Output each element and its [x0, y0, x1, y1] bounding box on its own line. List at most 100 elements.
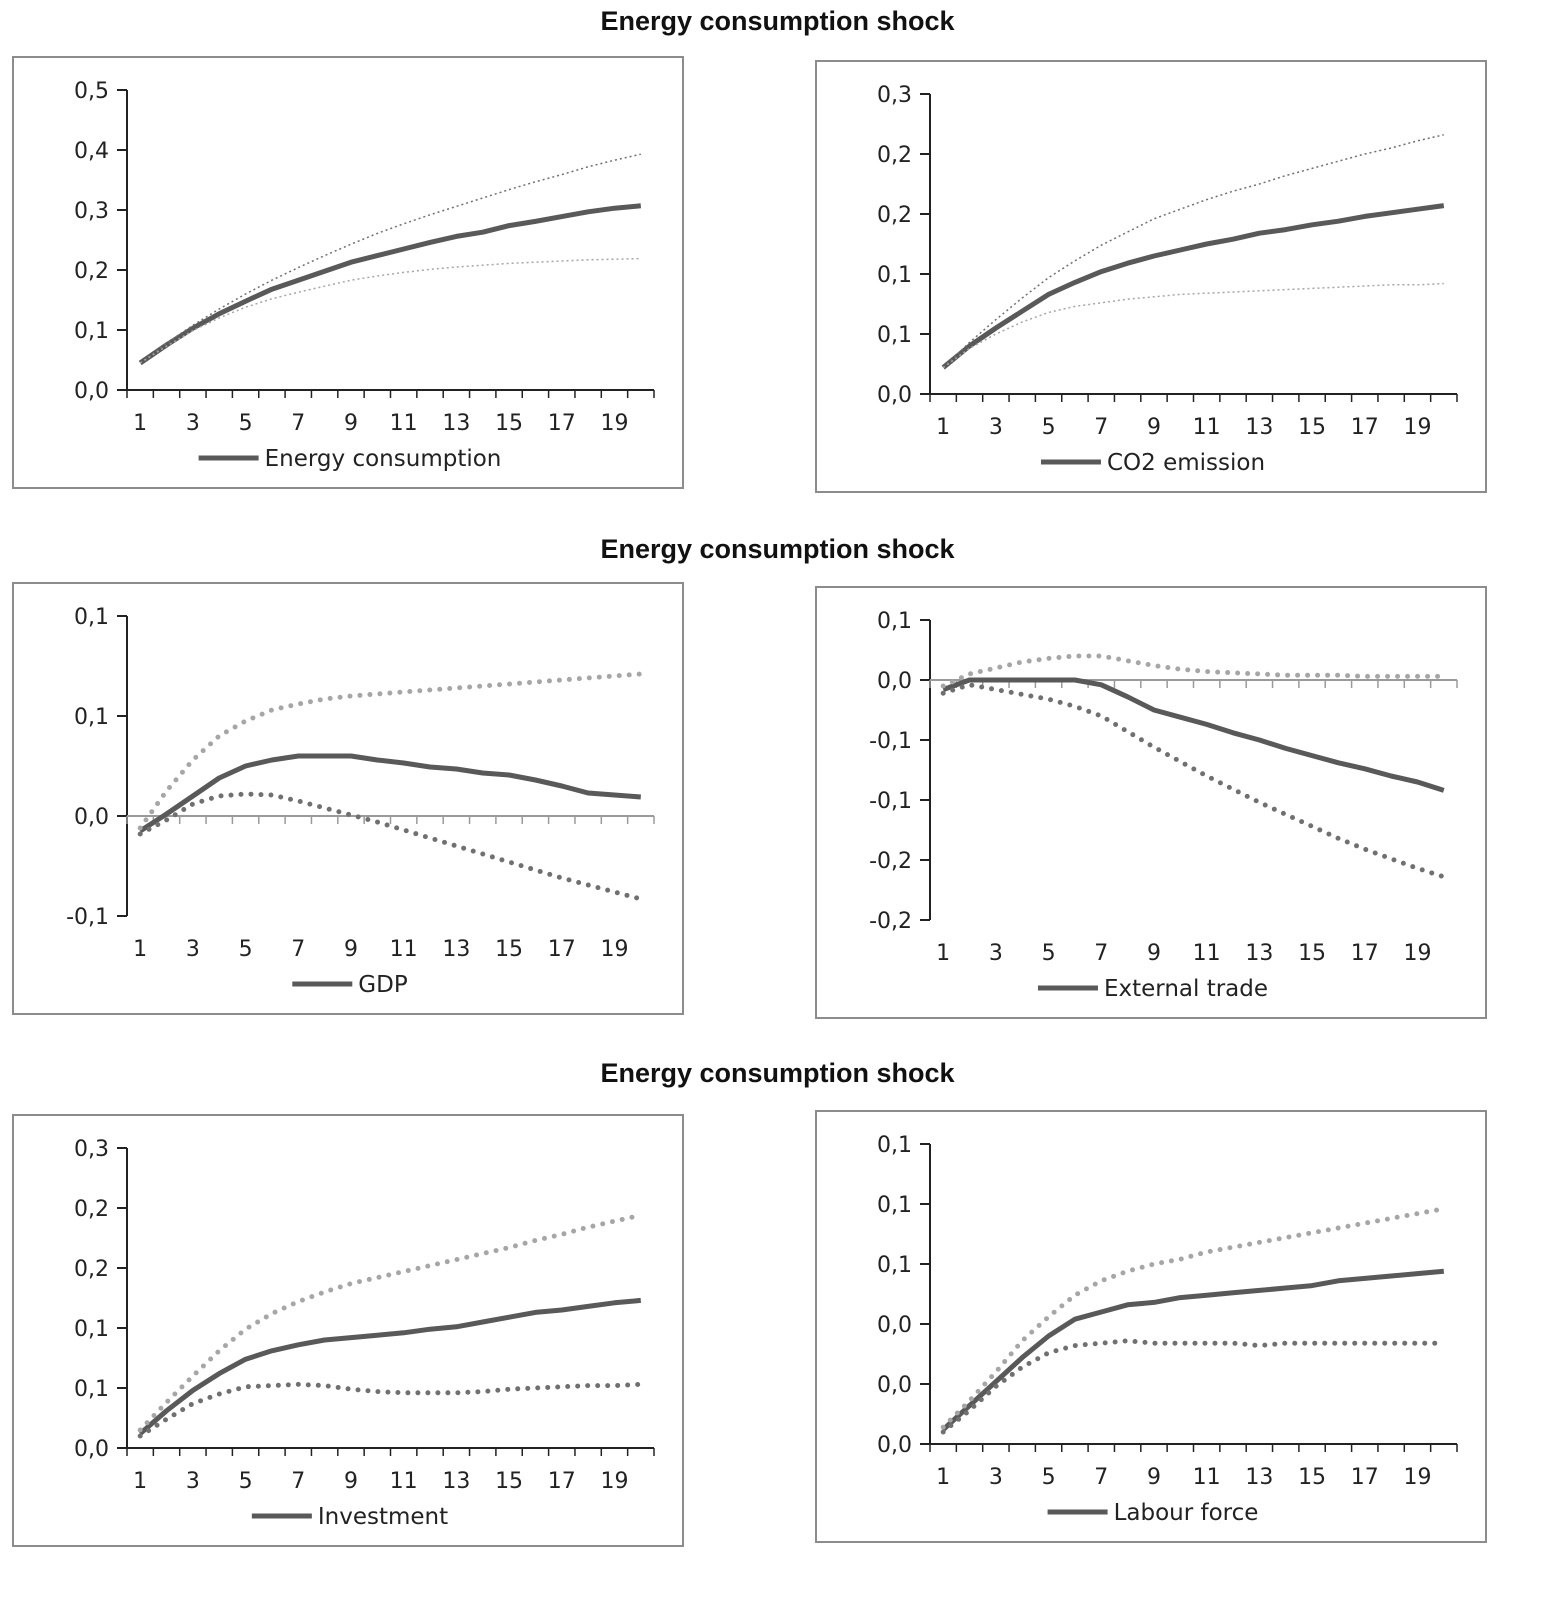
chart-panel-energy-consumption: 0,0 0,1 0,2 0,3 0,4 0,5 1 3 5 7 9 11 13 15 17 19 Energy …	[12, 56, 684, 489]
y-tick-label: 0,1	[877, 323, 912, 348]
y-tick-label: -0,1	[869, 729, 912, 754]
series-line-main	[941, 203, 1445, 370]
x-tick-label: 1	[936, 941, 950, 966]
x-tick-label: 11	[390, 411, 418, 436]
y-tick-label: 0,1	[74, 705, 109, 730]
x-tick-label: 13	[1245, 1465, 1273, 1490]
x-tick-label: 3	[186, 411, 200, 436]
x-tick-label: 9	[1147, 1465, 1161, 1490]
x-tick-label: 5	[1042, 941, 1056, 966]
y-tick-label: 0,0	[74, 1437, 109, 1462]
series-line-upper	[137, 671, 644, 831]
chart-energy-consumption: 0,00,10,20,30,40,51 3 5 7 9 11 13 15 17 19Energy …	[74, 79, 655, 472]
x-tick-label: 15	[1298, 941, 1326, 966]
x-tick-label: 11	[1193, 941, 1221, 966]
y-tick-label: 0,0	[877, 1373, 912, 1398]
y-tick-label: 0,1	[877, 609, 912, 634]
x-tick-label: 13	[442, 937, 470, 962]
y-tick-label: 0,0	[74, 379, 109, 404]
x-tick-label: 1	[133, 937, 147, 962]
x-tick-label: 9	[1147, 941, 1161, 966]
y-tick-label: 0,1	[74, 605, 109, 630]
x-tick-label: 17	[1351, 415, 1379, 440]
legend-label: Energy consumption	[265, 446, 502, 472]
x-tick-label: 15	[1298, 415, 1326, 440]
series-line-upper	[139, 153, 641, 364]
x-tick-label: 13	[1245, 415, 1273, 440]
series-line-main	[138, 753, 641, 834]
y-tick-label: 0,1	[877, 1193, 912, 1218]
section-title-1: Energy consumption shock	[600, 6, 955, 36]
x-tick-label: 3	[989, 415, 1003, 440]
series-line-upper	[940, 1206, 1447, 1430]
x-tick-label: 5	[239, 937, 253, 962]
x-tick-label: 3	[989, 941, 1003, 966]
series-line-main	[138, 1297, 642, 1436]
chart-panel-labour-force: 0,0 0,0 0,0 0,1 0,1 0,1 1 3 5 7 9 11 13 15 17 19 Labour …	[815, 1110, 1487, 1543]
x-tick-label: 13	[442, 411, 470, 436]
x-tick-label: 1	[133, 411, 147, 436]
x-tick-label: 3	[186, 937, 200, 962]
chart-panel-investment: 0,0 0,1 0,1 0,2 0,2 0,3 1 3 5 7 9 11 13 15 17 19 Investm…	[12, 1114, 684, 1547]
y-tick-label: -0,1	[869, 789, 912, 814]
y-tick-label: 0,3	[74, 199, 109, 224]
y-tick-label: 0,2	[74, 1197, 109, 1222]
y-tick-label: -0,2	[869, 909, 912, 934]
x-tick-label: 11	[390, 937, 418, 962]
y-tick-label: 0,2	[877, 203, 912, 228]
y-tick-label: 0,3	[877, 83, 912, 108]
legend-label: Investment	[318, 1504, 448, 1530]
series-line-main	[138, 203, 642, 366]
x-tick-label: 1	[936, 1465, 950, 1490]
x-tick-label: 17	[1351, 941, 1379, 966]
x-tick-label: 13	[442, 1469, 470, 1494]
chart-investment: 0,00,10,10,20,20,31 3 5 7 9 11 13 15 17 19Investm…	[74, 1137, 655, 1530]
x-tick-label: 7	[291, 937, 305, 962]
series-line-lower	[137, 1381, 644, 1439]
chart-panel-co2-emission: 0,0 0,1 0,1 0,2 0,2 0,3 1 3 5 7 9 11 13 15 17 19 CO2 emi…	[815, 60, 1487, 493]
x-tick-label: 9	[344, 1469, 358, 1494]
section-title-3: Energy consumption shock	[600, 1058, 955, 1088]
x-tick-label: 17	[548, 411, 576, 436]
chart-panel-gdp: -0,1 0,0 0,1 0,1 1 3 5 7 9 11 13 15 17 19 GDP	[12, 582, 684, 1015]
x-tick-label: 19	[1403, 941, 1431, 966]
x-tick-label: 11	[1193, 415, 1221, 440]
y-tick-label: 0,0	[877, 669, 912, 694]
x-tick-label: 9	[344, 411, 358, 436]
series-line-main	[942, 677, 1445, 793]
x-tick-label: 19	[600, 1469, 628, 1494]
y-tick-label: 0,3	[74, 1137, 109, 1162]
y-tick-label: 0,2	[877, 143, 912, 168]
x-tick-label: 9	[1147, 415, 1161, 440]
y-tick-label: 0,1	[74, 319, 109, 344]
x-tick-label: 15	[495, 1469, 523, 1494]
x-tick-label: 11	[1193, 1465, 1221, 1490]
y-tick-label: 0,4	[74, 139, 109, 164]
x-tick-label: 1	[133, 1469, 147, 1494]
chart-panel-external-trade: -0,2 -0,2 -0,1 -0,1 0,0 0,1 1 3 5 7 9 11 13 15 17 19 Ext…	[815, 586, 1487, 1019]
x-tick-label: 9	[344, 937, 358, 962]
y-tick-label: 0,2	[74, 259, 109, 284]
x-tick-label: 3	[989, 1465, 1003, 1490]
series-line-lower	[940, 682, 1447, 880]
y-tick-label: -0,2	[869, 849, 912, 874]
x-tick-label: 13	[1245, 941, 1273, 966]
y-tick-label: 0,1	[877, 1133, 912, 1158]
x-tick-label: 5	[239, 411, 253, 436]
y-tick-label: 0,0	[877, 1313, 912, 1338]
x-tick-label: 19	[1403, 415, 1431, 440]
x-tick-label: 19	[600, 937, 628, 962]
y-tick-label: 0,0	[74, 805, 109, 830]
y-tick-label: 0,0	[877, 383, 912, 408]
x-tick-label: 7	[1094, 941, 1108, 966]
x-tick-label: 15	[1298, 1465, 1326, 1490]
x-tick-label: 17	[548, 1469, 576, 1494]
x-tick-label: 7	[1094, 415, 1108, 440]
series-line-upper	[137, 1212, 644, 1433]
legend-label: External trade	[1104, 976, 1268, 1002]
y-tick-label: 0,1	[74, 1377, 109, 1402]
x-tick-label: 7	[291, 1469, 305, 1494]
x-tick-label: 5	[239, 1469, 253, 1494]
